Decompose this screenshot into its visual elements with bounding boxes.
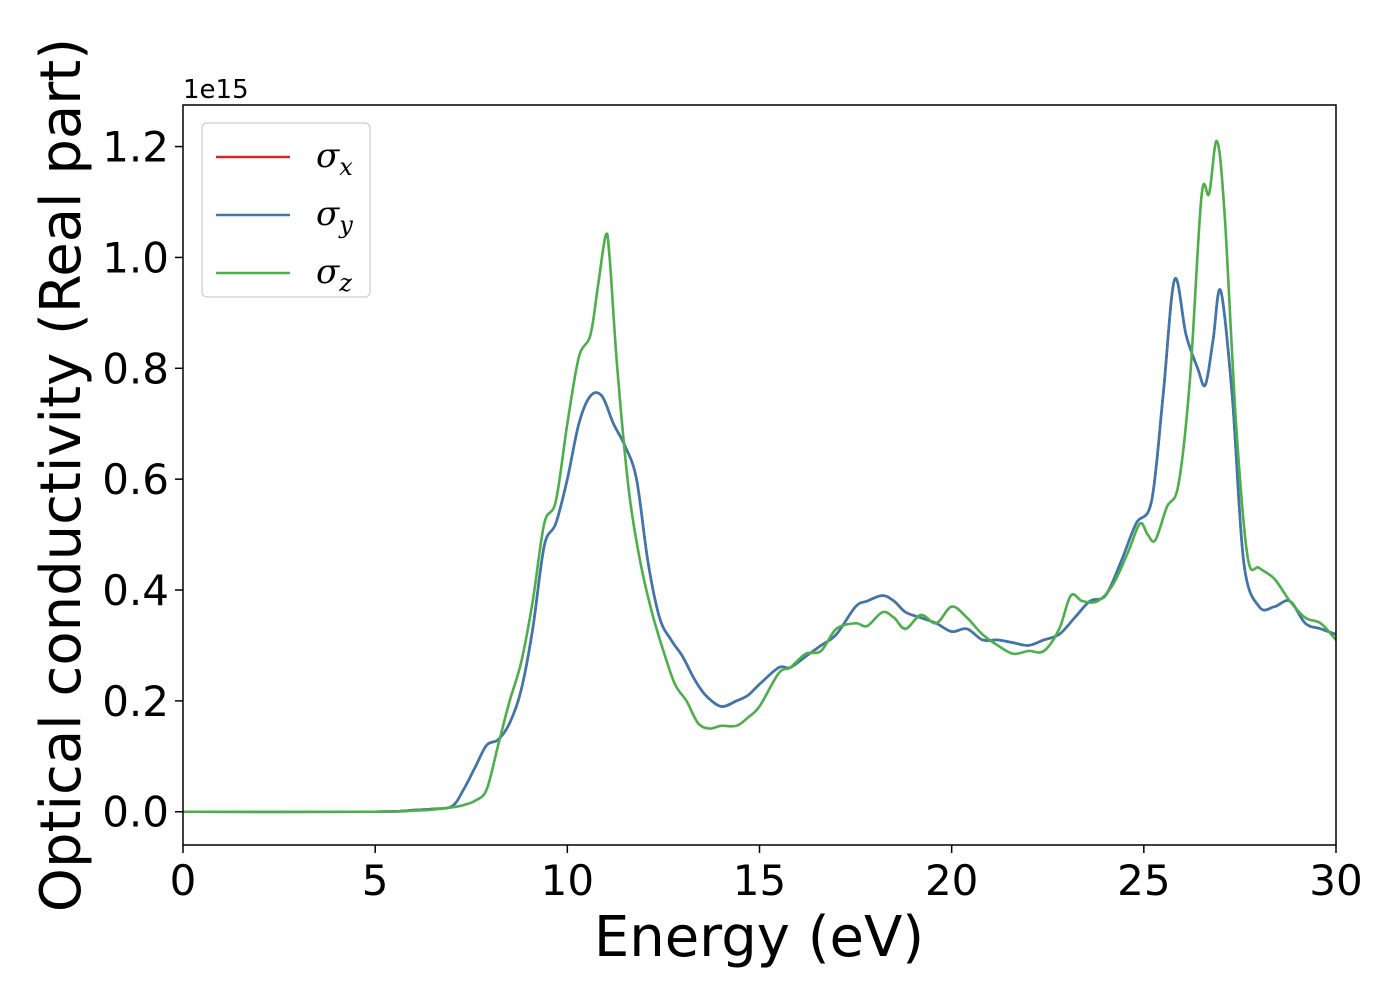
y-axis-title: Optical conductivity (Real part) [29, 38, 94, 912]
x-tick-label: 5 [362, 856, 389, 905]
x-tick-label: 25 [1117, 856, 1170, 905]
y-tick-label: 0.0 [102, 788, 169, 837]
y-tick-label: 0.6 [102, 455, 169, 504]
y-tick-label: 1.2 [102, 123, 169, 172]
y-offset-label: 1e15 [183, 75, 249, 105]
y-tick-label: 1.0 [102, 233, 169, 282]
series-line-σ-x [183, 277, 1336, 814]
y-axis: 0.0 0.2 0.4 0.6 0.8 1.0 1.2 [102, 123, 183, 837]
y-tick-label: 0.2 [102, 677, 169, 726]
x-tick-label: 20 [925, 856, 978, 905]
x-tick-label: 30 [1309, 856, 1362, 905]
legend-box [201, 122, 371, 298]
legend-label-z: σz [316, 252, 352, 297]
series-layer [183, 139, 1336, 814]
x-axis: 0 5 10 15 20 25 30 [170, 845, 1363, 905]
x-tick-label: 0 [170, 856, 197, 905]
series-line-σ-y [183, 277, 1336, 814]
series-line-σ-z [183, 139, 1336, 814]
x-tick-label: 10 [541, 856, 594, 905]
x-tick-label: 15 [733, 856, 786, 905]
x-axis-title: Energy (eV) [594, 905, 924, 970]
y-tick-label: 0.4 [102, 566, 169, 615]
y-tick-label: 0.8 [102, 344, 169, 393]
